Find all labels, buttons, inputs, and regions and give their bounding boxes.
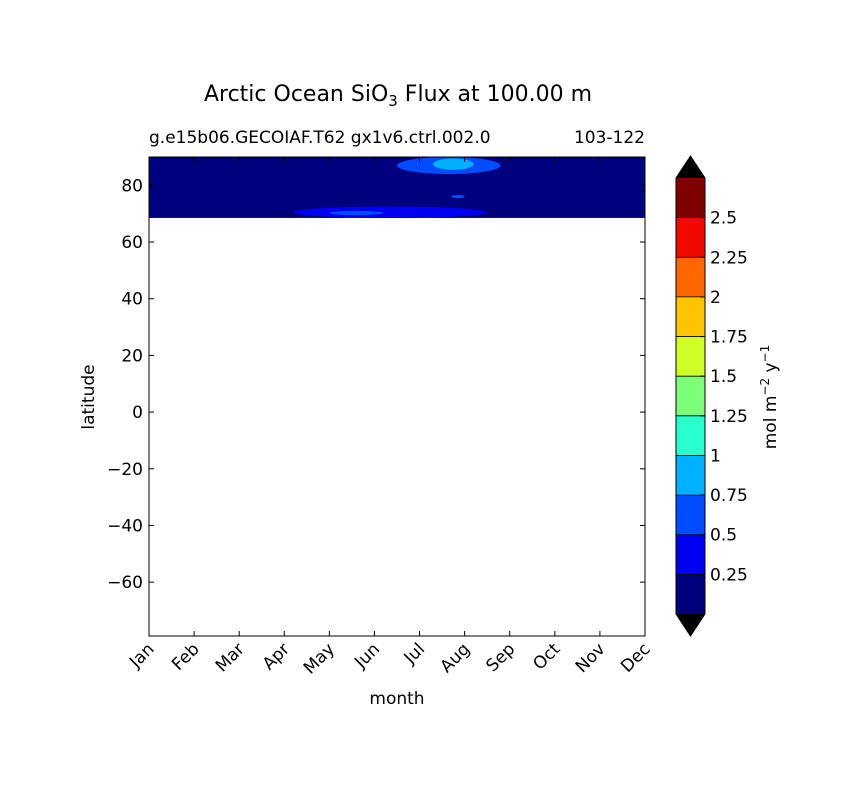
y-axis-label: latitude: [79, 364, 99, 429]
y-tick-label: 0: [132, 403, 143, 423]
x-tick-label: Jul: [400, 639, 429, 668]
heatmap-patch-3: [293, 206, 488, 218]
y-tick-label: −40: [107, 516, 143, 536]
heatmap-layer: [149, 157, 645, 218]
colorbar-label-main: mol m: [761, 396, 781, 450]
x-tick-label: Mar: [212, 639, 249, 676]
colorbar-tick-label: 2: [710, 288, 721, 308]
colorbar-segment: [676, 336, 705, 377]
colorbar-tick-label: 0.5: [710, 526, 737, 546]
x-tick-label: Dec: [617, 639, 654, 676]
colorbar-tick-label: 2.5: [710, 209, 737, 229]
colorbar-label: mol m−2 y−1: [758, 345, 781, 450]
x-tick-label: Sep: [482, 639, 519, 676]
colorbar-tick-label: 2.25: [710, 248, 748, 268]
y-tick-label: 20: [121, 346, 143, 366]
chart-subtitle-left: g.e15b06.GECOIAF.T62 gx1v6.ctrl.002.0: [149, 128, 491, 148]
colorbar-segment: [676, 415, 705, 456]
colorbar-tick-label: 1.75: [710, 328, 748, 348]
x-tick-label: Oct: [529, 639, 564, 674]
y-tick-label: −20: [107, 460, 143, 480]
chart-subtitle-right: 103-122: [574, 128, 645, 148]
colorbar-tick-label: 0.75: [710, 486, 748, 506]
y-axis: −60 −40 −20 0 20 40 60 80: [107, 176, 645, 593]
colorbar-segment: [676, 257, 705, 297]
plot-frame: [148, 156, 646, 637]
colorbar-extend-low: [676, 614, 705, 636]
plot-background: [149, 157, 645, 636]
heatmap-patch-1: [433, 158, 474, 170]
colorbar-segment: [676, 455, 705, 496]
y-tick-label: 60: [121, 233, 143, 253]
x-tick-label: Aug: [437, 639, 475, 677]
heatmap-patch-4: [329, 210, 384, 216]
colorbar-label-sup2: −1: [758, 345, 772, 363]
colorbar-extend-high: [676, 156, 705, 178]
colorbar-segment: [676, 178, 705, 218]
chart-title: Arctic Ocean SiO3 Flux at 100.00 m: [204, 82, 592, 110]
x-tick-label: Jun: [350, 639, 384, 673]
colorbar-label-mid: y: [761, 362, 781, 377]
chart-title-subscript: 3: [388, 92, 398, 110]
colorbar-tick-label: 1.25: [710, 407, 748, 427]
x-tick-label: Apr: [259, 639, 294, 674]
heatmap-patch-2: [451, 194, 465, 199]
y-tick-label: 80: [121, 176, 143, 196]
chart-title-prefix: Arctic Ocean SiO: [204, 82, 388, 107]
colorbar-tick-label: 1.5: [710, 367, 737, 387]
x-tick-label: Feb: [168, 639, 203, 674]
chart-title-suffix: Flux at 100.00 m: [398, 82, 592, 107]
colorbar-segment: [676, 296, 705, 337]
colorbar-segment: [676, 376, 705, 416]
colorbar-segment: [676, 534, 705, 575]
colorbar-segment: [676, 574, 705, 614]
colorbar-tick-label: 0.25: [710, 565, 748, 585]
colorbar-segment: [676, 495, 705, 535]
y-tick-label: −60: [107, 573, 143, 593]
colorbar-tick-label: 1: [710, 446, 721, 466]
colorbar-outline: [675, 155, 706, 637]
x-tick-label: May: [300, 639, 339, 678]
plot-area: Jan Feb Mar Apr May Jun Jul Aug Sep Oct Nov Dec −60…: [107, 156, 655, 678]
colorbar: 0.25 0.5 0.75 1 1.25 1.5 1.75 2 2.25 2.5: [675, 155, 748, 637]
x-tick-label: Jan: [125, 639, 158, 672]
x-tick-label: Nov: [572, 639, 610, 677]
y-tick-label: 40: [121, 290, 143, 310]
x-axis-label: month: [369, 689, 424, 709]
colorbar-segment: [676, 217, 705, 258]
colorbar-label-sup1: −2: [758, 378, 772, 396]
